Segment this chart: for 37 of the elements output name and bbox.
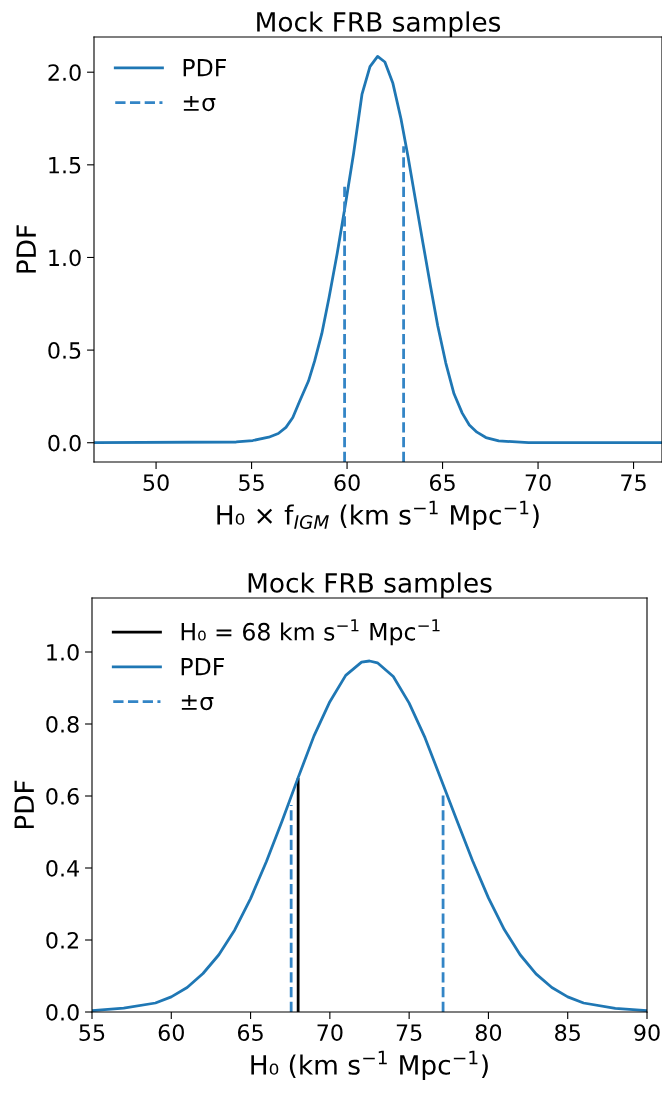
legend-label: PDF: [183, 58, 226, 77]
y-tick-label: 0.2: [46, 931, 78, 949]
x-tick-label: 80: [475, 1024, 502, 1042]
y-tick-label: 1.0: [47, 643, 79, 661]
legend-label: ±σ: [181, 695, 214, 711]
y-tick-label: 0.0: [46, 1003, 79, 1021]
y-tick-label: 1.0: [49, 249, 81, 267]
x-tick-label: 90: [634, 1024, 660, 1042]
x-tick-label: 75: [621, 474, 646, 492]
x-tick-label: 65: [237, 1024, 263, 1042]
x-tick-label: 75: [396, 1024, 422, 1042]
x-tick-label: 55: [79, 1024, 105, 1042]
legend-label: ±σ: [183, 96, 216, 112]
legend-label: PDF: [181, 657, 224, 676]
x-tick-label: 60: [158, 1024, 184, 1042]
chart-title: Mock FRB samples: [248, 572, 492, 598]
y-axis-title: PDF: [16, 225, 36, 273]
x-tick-label: 65: [429, 474, 455, 492]
x-axis-title: H₀ (km s$^{−1}$ Mpc$^{−1}$): [251, 1050, 488, 1080]
x-tick-label: 85: [555, 1024, 580, 1042]
y-tick-label: 0.0: [48, 434, 81, 452]
y-tick-label: 0.6: [46, 787, 79, 805]
x-tick-label: 70: [525, 474, 551, 492]
x-tick-label: 50: [143, 474, 169, 492]
y-tick-label: 1.5: [49, 157, 81, 174]
line-series: [94, 55, 662, 445]
y-axis-title: PDF: [14, 780, 34, 829]
legend-label: H₀ = 68 km s$^{−1}$ Mpc$^{−1}$: [181, 619, 440, 646]
y-tick-label: 0.8: [46, 715, 79, 733]
y-tick-label: 0.4: [46, 859, 79, 877]
x-axis-title: H₀ × f$_{IGM}$ (km s$^{−1}$ Mpc$^{−1}$): [217, 500, 539, 530]
y-tick-label: 2.0: [48, 64, 81, 81]
y-tick-label: 0.5: [48, 342, 81, 359]
x-tick-label: 70: [317, 1024, 343, 1042]
chart-title: Mock FRB samples: [257, 11, 501, 37]
x-tick-label: 55: [239, 474, 264, 492]
x-tick-label: 60: [334, 474, 360, 492]
